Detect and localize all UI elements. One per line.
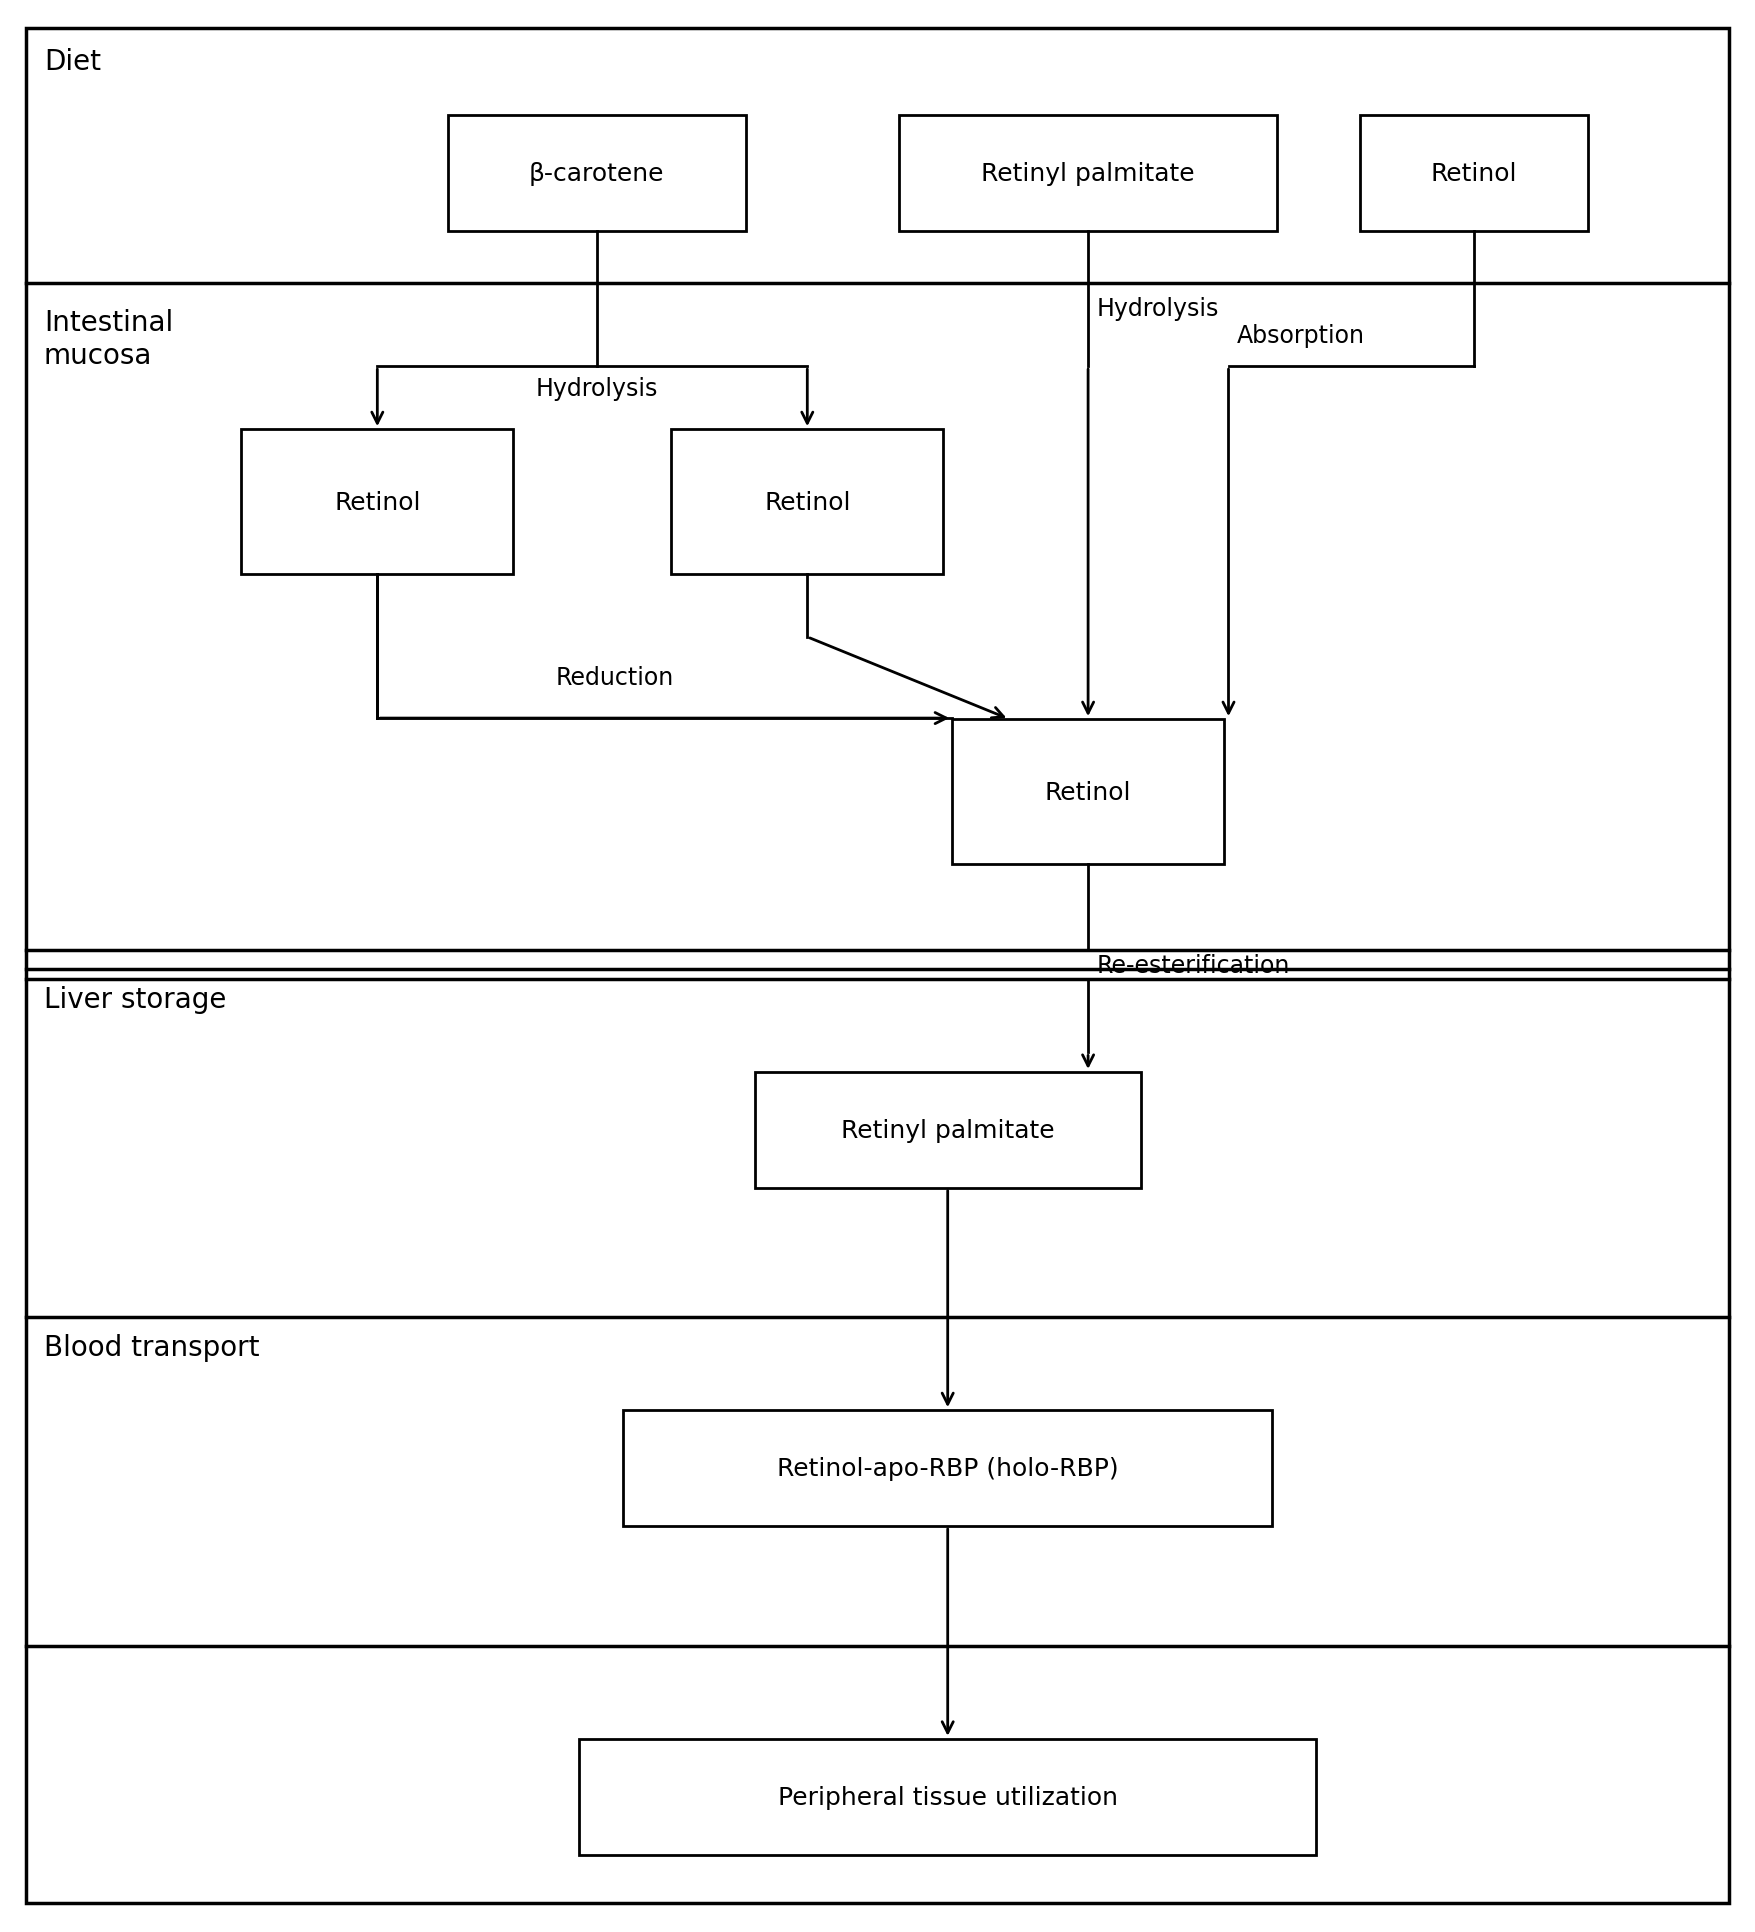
Bar bbox=[951, 721, 1223, 866]
Text: Retinol: Retinol bbox=[763, 491, 851, 514]
Bar bbox=[899, 116, 1276, 232]
Bar bbox=[579, 1739, 1316, 1855]
Bar bbox=[755, 1072, 1141, 1188]
Text: Retinyl palmitate: Retinyl palmitate bbox=[841, 1119, 1055, 1142]
Text: Intestinal
mucosa: Intestinal mucosa bbox=[44, 309, 174, 369]
Text: Diet: Diet bbox=[44, 48, 100, 75]
Text: Retinol-apo-RBP (holo-RBP): Retinol-apo-RBP (holo-RBP) bbox=[777, 1457, 1118, 1480]
Bar bbox=[670, 429, 944, 574]
Text: Absorption: Absorption bbox=[1237, 325, 1365, 348]
Bar bbox=[448, 116, 746, 232]
Text: Hydrolysis: Hydrolysis bbox=[535, 377, 658, 400]
Text: β-carotene: β-carotene bbox=[528, 162, 665, 185]
Text: Reduction: Reduction bbox=[555, 667, 674, 690]
Text: Peripheral tissue utilization: Peripheral tissue utilization bbox=[777, 1785, 1118, 1808]
Bar bbox=[623, 1410, 1272, 1526]
Bar bbox=[242, 429, 512, 574]
Text: Retinol: Retinol bbox=[1430, 162, 1518, 185]
Text: Retinol: Retinol bbox=[333, 491, 421, 514]
Text: Liver storage: Liver storage bbox=[44, 985, 226, 1012]
Text: Retinyl palmitate: Retinyl palmitate bbox=[981, 162, 1195, 185]
Text: Hydrolysis: Hydrolysis bbox=[1097, 298, 1220, 321]
Text: Blood transport: Blood transport bbox=[44, 1333, 260, 1360]
Text: Retinol: Retinol bbox=[1044, 781, 1132, 804]
Bar bbox=[1360, 116, 1588, 232]
Text: Re-esterification: Re-esterification bbox=[1097, 954, 1290, 978]
